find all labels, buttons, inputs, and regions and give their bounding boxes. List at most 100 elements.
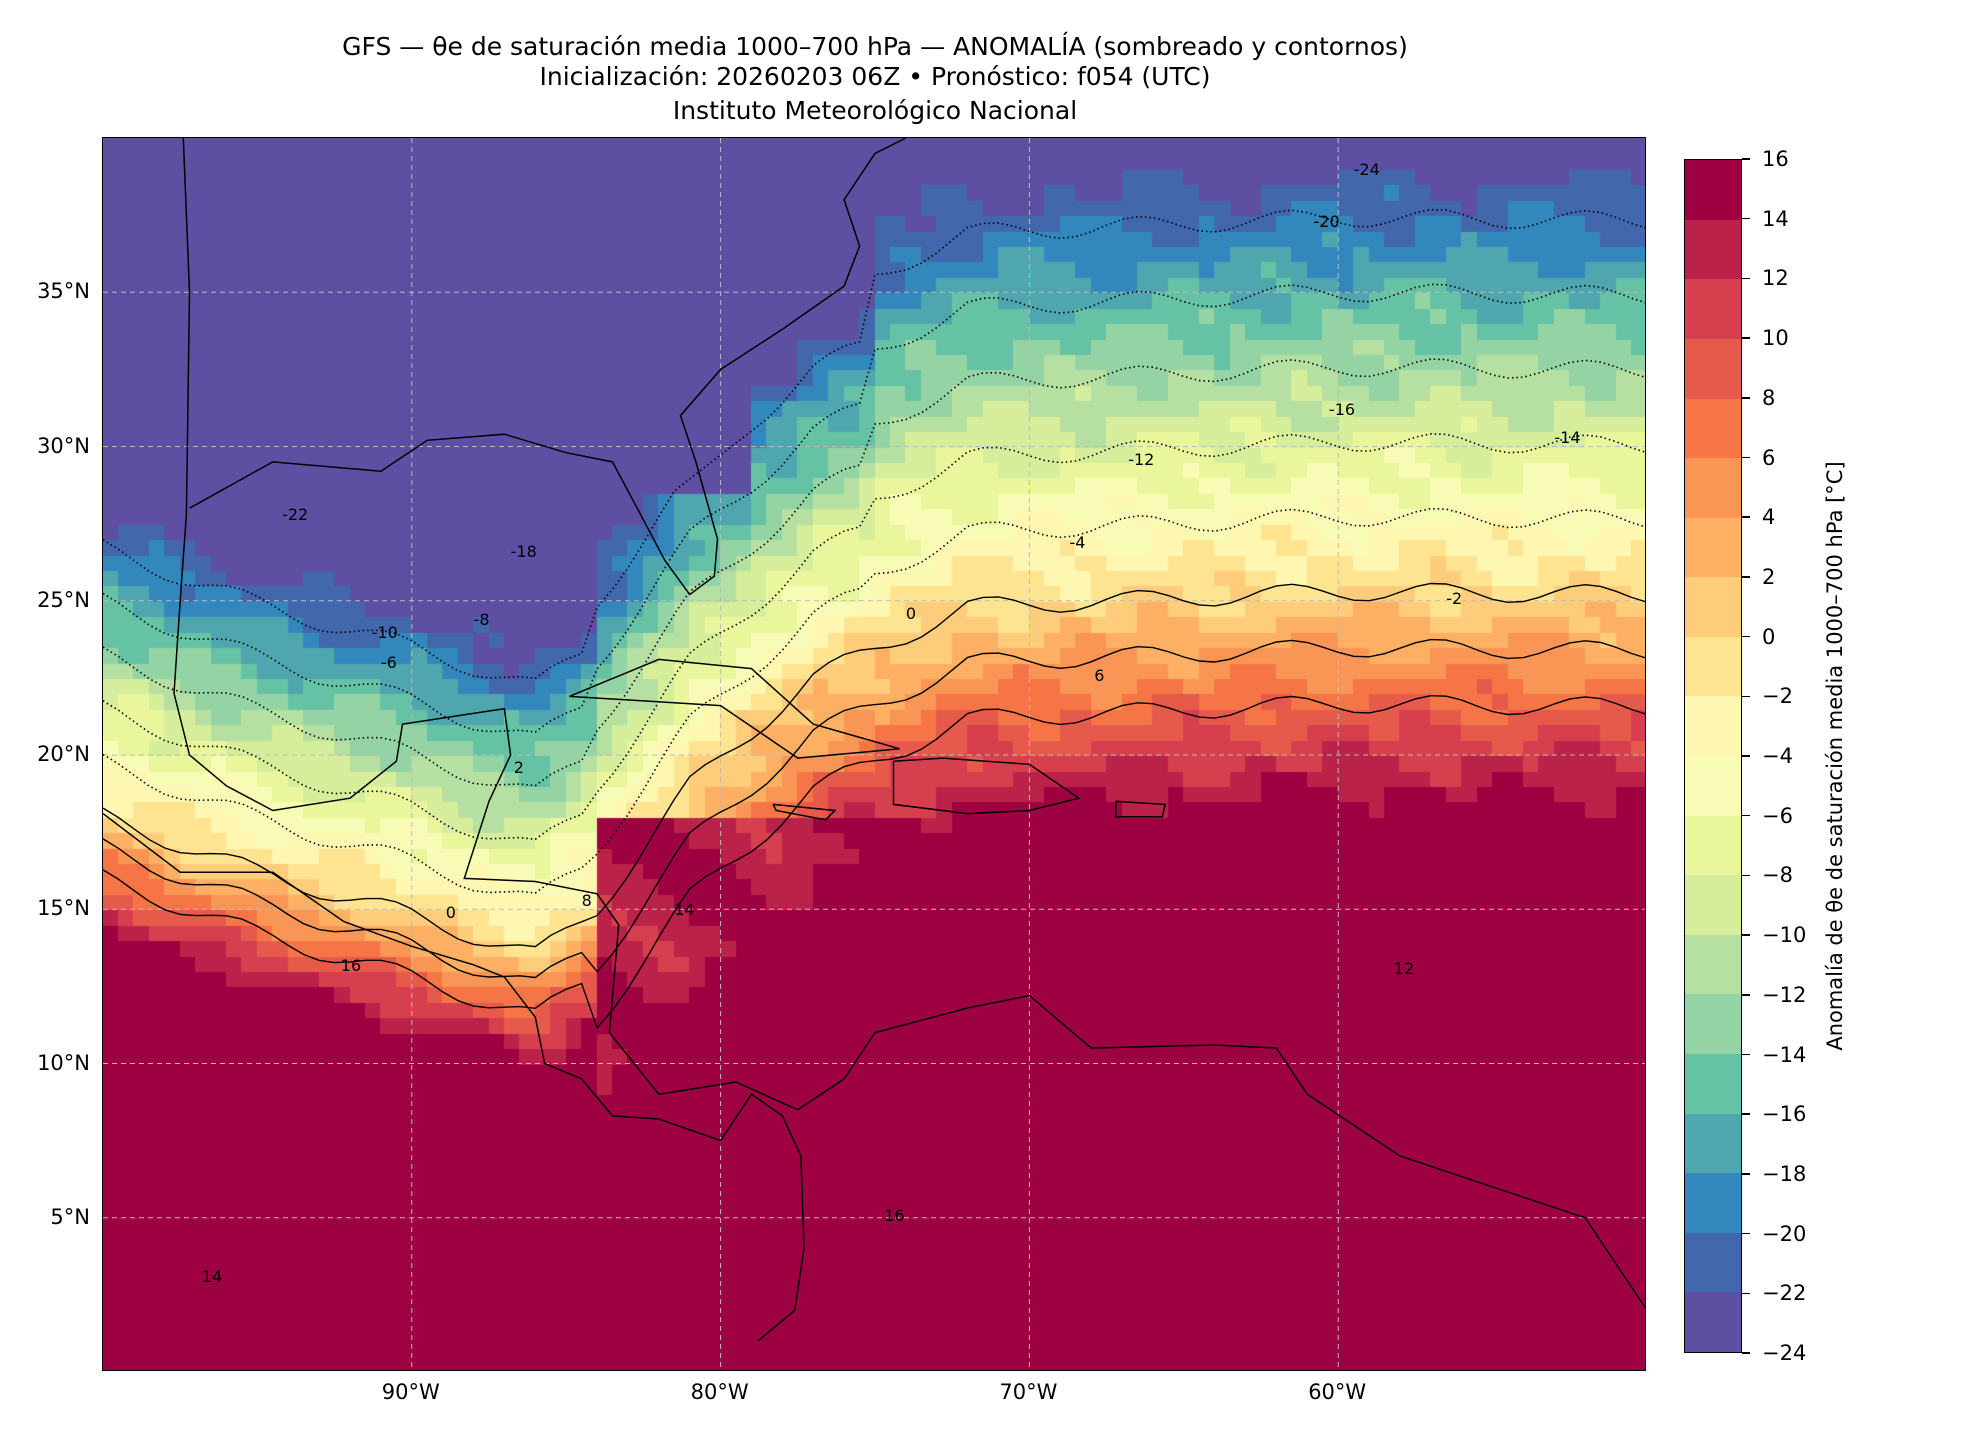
colorbar-swatch bbox=[1685, 1173, 1741, 1233]
contour-line bbox=[103, 358, 1645, 787]
coastline bbox=[772, 803, 837, 821]
map-plot-area: -24 -20 -16 -14 -12 -4 -2 0 6 12 14 16 -22 -18 -10 -8 -6… bbox=[102, 137, 1646, 1371]
coastline bbox=[569, 658, 900, 759]
colorbar-tick-label: −4 bbox=[1762, 744, 1793, 768]
colorbar-swatch bbox=[1685, 875, 1741, 935]
colorbar-swatch bbox=[1685, 338, 1741, 399]
y-tick-label: 25°N bbox=[37, 587, 90, 612]
x-tick-label: 60°W bbox=[1308, 1380, 1367, 1404]
coastline bbox=[189, 138, 907, 596]
colorbar-swatch bbox=[1685, 458, 1741, 518]
contour-label: -4 bbox=[1069, 533, 1086, 553]
colorbar-tick-label: −16 bbox=[1762, 1102, 1807, 1127]
y-tick-label: 30°N bbox=[37, 433, 90, 458]
colorbar-swatch bbox=[1685, 994, 1741, 1055]
y-tick-label: 20°N bbox=[37, 742, 90, 766]
contour-label: -10 bbox=[371, 622, 398, 642]
colorbar-tick bbox=[1742, 934, 1750, 936]
y-tick-label: 35°N bbox=[37, 279, 90, 304]
contour-line bbox=[103, 433, 1645, 841]
colorbar-tick bbox=[1742, 994, 1750, 996]
colorbar-tick-label: −8 bbox=[1762, 863, 1793, 888]
y-tick-label: 5°N bbox=[50, 1204, 90, 1229]
colorbar-tick bbox=[1742, 695, 1750, 698]
contour-line bbox=[103, 283, 1645, 733]
colorbar-swatch bbox=[1685, 398, 1741, 459]
colorbar-tick bbox=[1742, 576, 1750, 578]
colorbar-tick bbox=[1742, 1292, 1750, 1295]
contour-label: -14 bbox=[1554, 428, 1581, 448]
colorbar-swatch bbox=[1685, 577, 1741, 637]
colorbar-tick bbox=[1742, 635, 1750, 638]
x-tick-label: 90°W bbox=[381, 1380, 440, 1404]
anomaly-shaded-field bbox=[103, 138, 1645, 1370]
colorbar-tick bbox=[1742, 1173, 1750, 1175]
colorbar-swatch bbox=[1685, 934, 1741, 995]
colorbar-tick-label: −2 bbox=[1762, 684, 1793, 709]
colorbar bbox=[1684, 159, 1742, 1353]
colorbar-swatch bbox=[1685, 1113, 1741, 1174]
contour-label: 14 bbox=[201, 1267, 223, 1287]
colorbar-swatch bbox=[1685, 1054, 1741, 1114]
contour-label: 14 bbox=[674, 900, 695, 920]
chart-institution: Instituto Meteorológico Nacional bbox=[672, 96, 1078, 125]
colorbar-tick-label: −6 bbox=[1762, 803, 1793, 828]
contour-label: -20 bbox=[1313, 212, 1340, 232]
y-tick-label: 15°N bbox=[37, 896, 90, 921]
contour-line bbox=[103, 507, 1645, 894]
colorbar-tick bbox=[1742, 397, 1750, 399]
coastline bbox=[173, 138, 1645, 1309]
contour-label: 16 bbox=[884, 1205, 905, 1225]
contour-label: -8 bbox=[473, 610, 490, 630]
colorbar-tick-label: 2 bbox=[1762, 564, 1776, 589]
colorbar-tick bbox=[1742, 337, 1750, 339]
colorbar-tick bbox=[1742, 217, 1750, 220]
colorbar-tick bbox=[1742, 814, 1750, 817]
colorbar-tick bbox=[1742, 456, 1750, 459]
x-tick-label: 80°W bbox=[690, 1380, 749, 1404]
colorbar-tick bbox=[1742, 277, 1750, 280]
contour-line bbox=[103, 638, 1645, 979]
colorbar-tick-label: 4 bbox=[1762, 505, 1776, 530]
colorbar-tick bbox=[1742, 755, 1750, 757]
colorbar-swatch bbox=[1685, 160, 1741, 220]
colorbar-swatch bbox=[1685, 279, 1741, 339]
colorbar-swatch bbox=[1685, 1232, 1741, 1293]
contour-label: 16 bbox=[340, 955, 362, 975]
colorbar-swatch bbox=[1685, 636, 1741, 697]
map-overlay bbox=[103, 138, 1645, 1370]
colorbar-tick-label: 0 bbox=[1762, 624, 1776, 649]
y-tick-label: 10°N bbox=[37, 1050, 90, 1075]
contour-label: 12 bbox=[1393, 958, 1415, 978]
colorbar-swatch bbox=[1685, 815, 1741, 876]
contour-line bbox=[103, 208, 1645, 680]
colorbar-tick-label: −14 bbox=[1762, 1042, 1807, 1067]
contour-label: -2 bbox=[1446, 588, 1463, 608]
colorbar-tick-label: −24 bbox=[1762, 1341, 1807, 1365]
contour-label: -18 bbox=[510, 542, 537, 562]
colorbar-swatch bbox=[1685, 517, 1741, 578]
colorbar-tick bbox=[1742, 1053, 1750, 1056]
colorbar-tick bbox=[1742, 158, 1750, 160]
colorbar-swatch bbox=[1685, 756, 1741, 816]
chart-title: GFS — θe de saturación media 1000–700 hP… bbox=[342, 32, 1408, 61]
contour-line bbox=[103, 694, 1645, 1030]
coastline bbox=[103, 813, 805, 1342]
colorbar-tick-label: −12 bbox=[1762, 982, 1807, 1007]
contour-label: 8 bbox=[581, 890, 592, 910]
contour-label: -22 bbox=[282, 505, 309, 525]
colorbar-tick-label: 8 bbox=[1762, 385, 1776, 410]
colorbar-tick-label: 14 bbox=[1762, 206, 1789, 231]
coastline bbox=[892, 757, 1081, 815]
contour-label: -24 bbox=[1353, 159, 1380, 179]
contour-label: 2 bbox=[513, 758, 524, 778]
colorbar-label: Anomalía de θe de saturación media 1000–… bbox=[1823, 461, 1847, 1051]
colorbar-tick-label: −20 bbox=[1762, 1221, 1807, 1246]
colorbar-swatch bbox=[1685, 696, 1741, 757]
contour-label: -12 bbox=[1128, 449, 1155, 469]
chart-subtitle: Inicialización: 20260203 06Z • Pronóstic… bbox=[539, 62, 1211, 91]
contour-label: 0 bbox=[905, 604, 917, 624]
colorbar-tick bbox=[1742, 874, 1750, 877]
colorbar-tick bbox=[1742, 516, 1750, 518]
colorbar-tick bbox=[1742, 1352, 1750, 1354]
